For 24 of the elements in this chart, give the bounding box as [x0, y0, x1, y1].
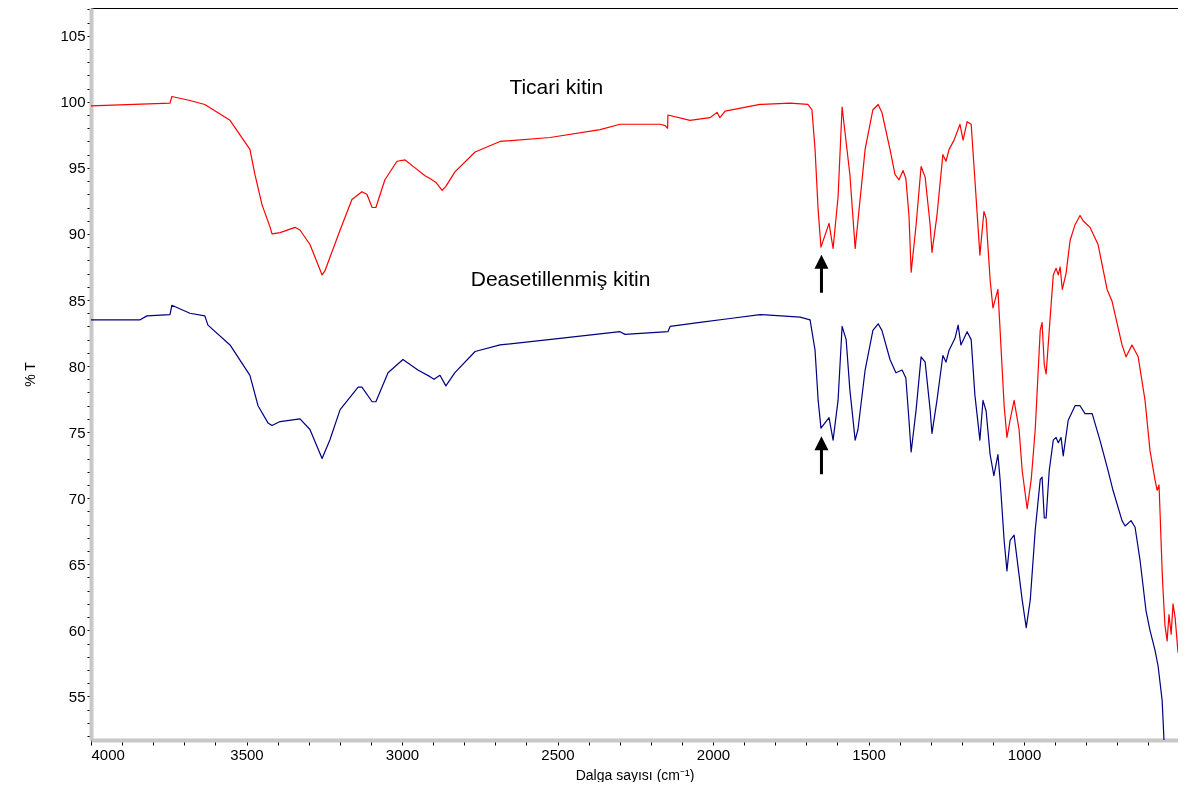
x-tick-label: 1000: [1007, 745, 1042, 763]
line-series: [91, 95, 1178, 654]
line-series: [91, 304, 1165, 740]
y-tick-label: 85: [68, 291, 86, 309]
y-tick-label: 55: [68, 687, 86, 705]
x-tick-label: 3000: [385, 745, 420, 763]
y-tick-label: 75: [68, 423, 86, 441]
series-label: Ticari kitin: [509, 74, 604, 98]
y-tick-label: 105: [60, 27, 86, 45]
x-tick-label: 2000: [696, 745, 731, 763]
x-tick-label: 1500: [852, 745, 886, 763]
y-tick-label: 70: [68, 489, 86, 507]
series-label: Deasetillenmiş kitin: [470, 267, 651, 291]
y-tick-label: 65: [68, 555, 86, 573]
y-tick-label: 80: [68, 357, 86, 375]
y-tick-label: 100: [60, 93, 86, 111]
y-tick-label: 95: [68, 159, 86, 177]
y-axis-title: % T: [22, 361, 39, 387]
x-tick-label: 2500: [541, 745, 575, 763]
x-tick-label: 4000: [91, 745, 125, 763]
x-tick-label: 3500: [230, 745, 264, 763]
x-axis-title: Dalga sayısı (cm⁻¹): [575, 766, 695, 783]
y-tick-label: 90: [68, 225, 86, 243]
y-tick-label: 60: [68, 621, 86, 639]
